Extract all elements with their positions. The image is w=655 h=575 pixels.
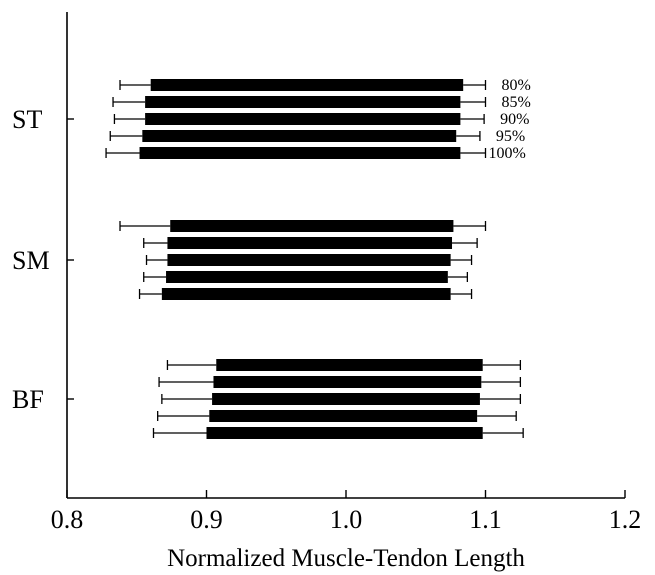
bar-st-100pct (105, 147, 487, 159)
x-tick-label: 0.9 (190, 505, 223, 534)
bar-sm-90pct (145, 254, 473, 266)
x-tick-label: 1.2 (609, 505, 642, 534)
range-bar (166, 271, 448, 283)
bar-sm-85pct (143, 237, 478, 249)
range-bar (167, 254, 451, 266)
bar-sm-100pct (138, 288, 473, 300)
bar-sm-95pct (143, 271, 469, 283)
x-tick-label: 1.1 (469, 505, 502, 534)
bar-sm-80pct (119, 220, 487, 232)
bar-groups (105, 79, 524, 439)
x-tick-label: 0.8 (51, 505, 84, 534)
series-label: 100% (489, 145, 526, 162)
series-label: 85% (502, 94, 531, 111)
bar-bf-95pct (157, 410, 517, 422)
range-bar (170, 220, 454, 232)
bar-bf-90pct (161, 393, 522, 405)
x-axis-label: Normalized Muscle-Tendon Length (167, 545, 525, 572)
bar-st-95pct (109, 130, 481, 142)
bar-st-90pct (113, 113, 485, 125)
bar-bf-85pct (158, 376, 522, 388)
bar-st-85pct (112, 96, 487, 108)
bar-bf-100pct (152, 427, 524, 439)
bar-bf-80pct (166, 359, 522, 371)
range-bar (216, 359, 483, 371)
axes (66, 12, 626, 499)
x-tick-label: 1.0 (330, 505, 363, 534)
labels: 0.8 0.9 1.0 1.1 1.2 ST SM BF 80%85%90%95%100% (12, 77, 641, 534)
range-bar (206, 427, 483, 439)
range-bar (145, 96, 461, 108)
range-bar (145, 113, 461, 125)
range-bar (142, 130, 457, 142)
series-label: 95% (496, 128, 525, 145)
range-bar (150, 79, 464, 91)
y-category-label: ST (12, 105, 42, 134)
y-category-label: BF (12, 385, 44, 414)
range-bar (212, 393, 480, 405)
y-category-label: SM (12, 246, 50, 275)
range-bar (161, 288, 451, 300)
range-bar (209, 410, 478, 422)
series-label: 80% (502, 77, 531, 94)
series-label: 90% (500, 111, 529, 128)
range-bar (139, 147, 461, 159)
range-bar (167, 237, 453, 249)
range-bar (213, 376, 482, 388)
bar-st-80pct (119, 79, 487, 91)
